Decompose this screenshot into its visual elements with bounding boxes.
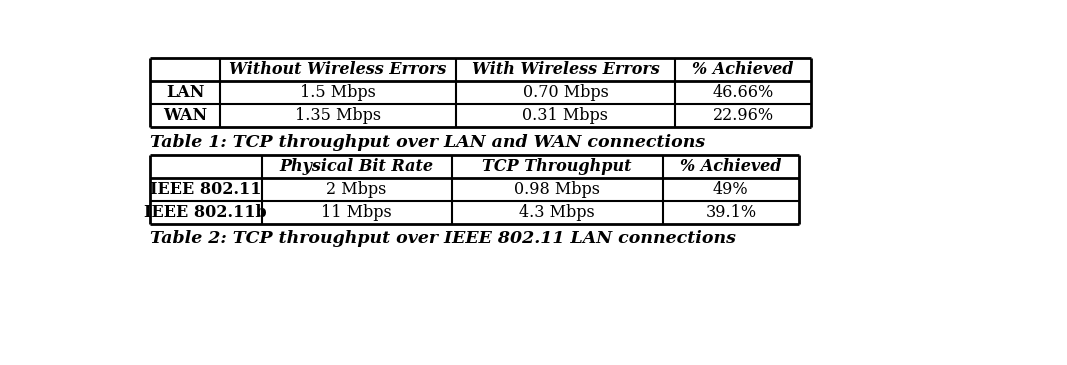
- Text: 11 Mbps: 11 Mbps: [321, 204, 392, 221]
- Text: Table 2: TCP throughput over IEEE 802.11 LAN connections: Table 2: TCP throughput over IEEE 802.11…: [149, 230, 736, 247]
- Text: 2 Mbps: 2 Mbps: [327, 181, 387, 198]
- Text: 4.3 Mbps: 4.3 Mbps: [520, 204, 595, 221]
- Text: Physical Bit Rate: Physical Bit Rate: [280, 158, 433, 175]
- Text: % Achieved: % Achieved: [680, 158, 782, 175]
- Text: LAN: LAN: [165, 84, 204, 101]
- Text: 0.98 Mbps: 0.98 Mbps: [514, 181, 600, 198]
- Text: 49%: 49%: [713, 181, 749, 198]
- Text: 39.1%: 39.1%: [705, 204, 757, 221]
- Text: 0.70 Mbps: 0.70 Mbps: [523, 84, 608, 101]
- Text: WAN: WAN: [163, 107, 207, 124]
- Text: With Wireless Errors: With Wireless Errors: [472, 61, 659, 78]
- Text: IEEE 802.11: IEEE 802.11: [150, 181, 261, 198]
- Text: Without Wireless Errors: Without Wireless Errors: [229, 61, 447, 78]
- Text: 22.96%: 22.96%: [713, 107, 774, 124]
- Text: IEEE 802.11b: IEEE 802.11b: [144, 204, 267, 221]
- Text: 1.5 Mbps: 1.5 Mbps: [300, 84, 376, 101]
- Text: 46.66%: 46.66%: [713, 84, 774, 101]
- Text: TCP Throughput: TCP Throughput: [482, 158, 632, 175]
- Text: 1.35 Mbps: 1.35 Mbps: [294, 107, 381, 124]
- Text: Table 1: TCP throughput over LAN and WAN connections: Table 1: TCP throughput over LAN and WAN…: [149, 134, 705, 151]
- Text: 0.31 Mbps: 0.31 Mbps: [523, 107, 608, 124]
- Text: % Achieved: % Achieved: [692, 61, 794, 78]
